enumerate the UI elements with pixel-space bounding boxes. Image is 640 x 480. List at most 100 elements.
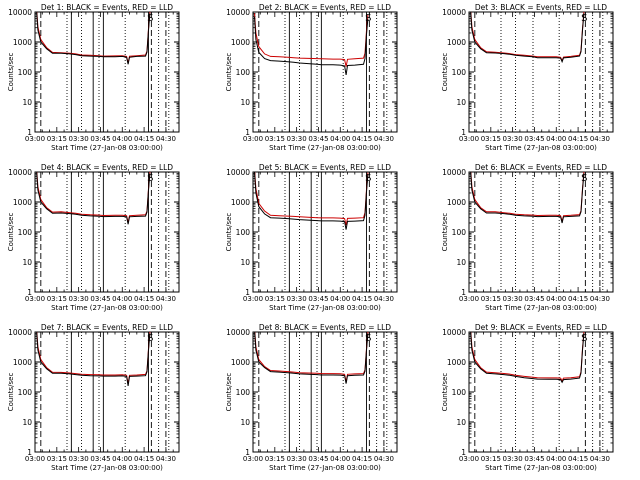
chart-panel: 1 10 100 1000 10000 03:00 03:15 03:30 03:45 04:00… xyxy=(7,163,180,312)
x-axis-label: Start Time (27-Jan-08 03:00:00) xyxy=(269,304,381,312)
plot-frame xyxy=(252,171,398,293)
x-tick-label: 03:15 xyxy=(47,135,67,143)
x-tick-label: 03:45 xyxy=(524,295,544,303)
y-tick-label: 1000 xyxy=(13,38,32,47)
x-tick-label: 04:00 xyxy=(112,295,132,303)
y-tick-label: 1 xyxy=(27,448,32,457)
chart-title: Det 4: BLACK = Events, RED = LLD xyxy=(41,163,173,172)
lld-series-line xyxy=(254,332,369,382)
chart-panel: 1 10 100 1000 10000 03:00 03:15 03:30 03:45 04:00… xyxy=(7,3,180,152)
x-tick-label: 04:00 xyxy=(546,455,566,463)
chart-title: Det 5: BLACK = Events, RED = LLD xyxy=(259,163,391,172)
x-tick-label: 03:15 xyxy=(481,135,501,143)
x-tick-label: 04:30 xyxy=(156,455,176,463)
y-tick-label: 1000 xyxy=(447,38,466,47)
lld-series-line xyxy=(470,12,585,62)
y-axis-label: Counts/sec xyxy=(225,53,233,92)
x-tick-label: 03:45 xyxy=(90,295,110,303)
x-axis-label: Start Time (27-Jan-08 03:00:00) xyxy=(485,144,597,152)
x-tick-label: 03:00 xyxy=(243,135,263,143)
x-tick-label: 04:00 xyxy=(330,295,350,303)
x-axis-label: Start Time (27-Jan-08 03:00:00) xyxy=(269,464,381,472)
y-tick-label: 1000 xyxy=(13,198,32,207)
x-tick-label: 04:00 xyxy=(112,455,132,463)
x-tick-label: 03:15 xyxy=(47,455,67,463)
y-tick-label: 100 xyxy=(18,68,33,77)
y-axis-label: Counts/sec xyxy=(7,213,15,252)
x-tick-label: 03:15 xyxy=(481,295,501,303)
y-tick-label: 1000 xyxy=(231,198,250,207)
lld-series-line xyxy=(36,332,151,384)
y-axis-label: Counts/sec xyxy=(441,213,449,252)
y-tick-label: 1000 xyxy=(447,358,466,367)
chart-panel: 1 10 100 1000 10000 03:00 03:15 03:30 03:45 04:00… xyxy=(441,3,614,152)
y-tick-label: 100 xyxy=(452,228,467,237)
plot-frame xyxy=(252,11,398,133)
x-tick-label: 03:45 xyxy=(90,135,110,143)
plot-frame xyxy=(468,171,614,293)
x-tick-label: 04:15 xyxy=(134,135,154,143)
y-tick-label: 10 xyxy=(240,258,250,267)
chart-title: Det 2: BLACK = Events, RED = LLD xyxy=(259,3,391,12)
y-tick-label: 10 xyxy=(22,418,32,427)
y-tick-label: 100 xyxy=(18,388,33,397)
lld-series-line xyxy=(470,172,585,224)
x-tick-label: 04:00 xyxy=(112,135,132,143)
x-tick-label: 04:15 xyxy=(568,135,588,143)
y-tick-label: 100 xyxy=(236,68,251,77)
x-tick-label: 03:45 xyxy=(308,455,328,463)
marker-label: S xyxy=(147,13,153,24)
lld-series-line xyxy=(254,13,369,67)
y-tick-label: 10 xyxy=(240,418,250,427)
y-tick-label: 10000 xyxy=(226,328,250,337)
marker-label: S xyxy=(581,13,587,24)
x-axis-label: Start Time (27-Jan-08 03:00:00) xyxy=(485,304,597,312)
events-series-line xyxy=(470,12,585,64)
x-tick-label: 04:00 xyxy=(546,295,566,303)
events-series-line xyxy=(470,332,585,384)
x-tick-label: 04:00 xyxy=(330,455,350,463)
chart-title: Det 1: BLACK = Events, RED = LLD xyxy=(41,3,173,12)
y-tick-label: 10000 xyxy=(226,168,250,177)
x-tick-label: 04:30 xyxy=(374,135,394,143)
x-tick-label: 03:00 xyxy=(243,295,263,303)
y-axis-label: Counts/sec xyxy=(225,373,233,412)
x-tick-label: 04:15 xyxy=(352,455,372,463)
y-tick-label: 1000 xyxy=(231,38,250,47)
lld-series-line xyxy=(254,172,369,226)
y-tick-label: 1 xyxy=(245,448,250,457)
y-axis-label: Counts/sec xyxy=(441,373,449,412)
x-tick-label: 03:45 xyxy=(90,455,110,463)
x-tick-label: 03:45 xyxy=(524,135,544,143)
y-axis-label: Counts/sec xyxy=(7,53,15,92)
x-tick-label: 04:30 xyxy=(156,295,176,303)
x-tick-label: 04:30 xyxy=(374,295,394,303)
y-tick-label: 1 xyxy=(461,128,466,137)
y-tick-label: 10000 xyxy=(8,328,32,337)
y-tick-label: 10 xyxy=(456,418,466,427)
events-series-line xyxy=(36,12,151,65)
y-tick-label: 10 xyxy=(22,98,32,107)
x-tick-label: 03:00 xyxy=(25,455,45,463)
y-tick-label: 1 xyxy=(461,448,466,457)
y-tick-label: 100 xyxy=(452,388,467,397)
y-tick-label: 1 xyxy=(27,128,32,137)
events-series-line xyxy=(254,332,369,384)
marker-label: S xyxy=(365,333,371,344)
chart-title: Det 3: BLACK = Events, RED = LLD xyxy=(475,3,607,12)
events-series-line xyxy=(254,172,369,230)
y-tick-label: 10 xyxy=(240,98,250,107)
x-tick-label: 03:15 xyxy=(481,455,501,463)
y-tick-label: 1 xyxy=(245,128,250,137)
x-tick-label: 03:30 xyxy=(503,295,523,303)
y-tick-label: 10 xyxy=(22,258,32,267)
y-tick-label: 10000 xyxy=(8,168,32,177)
x-tick-label: 03:45 xyxy=(308,295,328,303)
x-tick-label: 03:30 xyxy=(503,455,523,463)
x-tick-label: 03:15 xyxy=(47,295,67,303)
marker-label: S xyxy=(147,173,153,184)
x-tick-label: 04:30 xyxy=(590,295,610,303)
events-series-line xyxy=(36,172,151,225)
y-tick-label: 10000 xyxy=(442,168,466,177)
x-tick-label: 03:00 xyxy=(459,295,479,303)
